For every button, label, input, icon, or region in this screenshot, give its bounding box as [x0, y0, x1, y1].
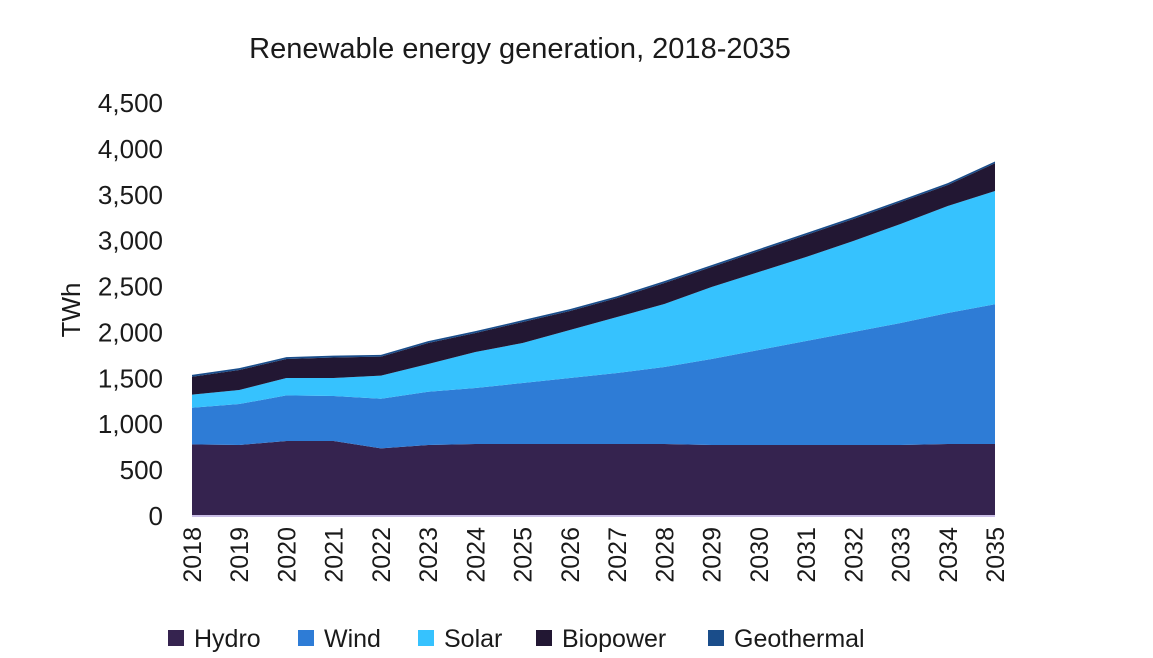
x-tick-label: 2021 [321, 527, 349, 583]
x-tick-label: 2024 [462, 527, 490, 583]
x-tick-label: 2023 [415, 527, 443, 583]
y-tick-label: 500 [120, 455, 163, 485]
x-tick-label: 2025 [510, 527, 538, 583]
x-tick-label: 2032 [840, 527, 868, 583]
chart-title: Renewable energy generation, 2018-2035 [249, 33, 791, 65]
x-tick-label: 2033 [888, 527, 916, 583]
legend-swatch [298, 630, 314, 646]
y-tick-label: 4,500 [98, 88, 163, 118]
series-areas [192, 161, 995, 515]
area-biopower [192, 163, 995, 395]
y-tick-label: 2,500 [98, 272, 163, 302]
y-tick-label: 3,000 [98, 226, 163, 256]
legend-swatch [536, 630, 552, 646]
y-axis-label: TWh [56, 283, 86, 338]
legend-item-hydro: Hydro [168, 625, 261, 653]
y-tick-label: 0 [149, 501, 163, 531]
y-tick-label: 2,000 [98, 317, 163, 347]
legend-label: Solar [444, 625, 502, 653]
x-tick-label: 2031 [793, 527, 821, 583]
y-tick-label: 3,500 [98, 180, 163, 210]
legend-swatch [708, 630, 724, 646]
legend-item-biopower: Biopower [536, 625, 666, 653]
legend-item-geothermal: Geothermal [708, 625, 865, 653]
area-hydro [192, 441, 995, 515]
legend-swatch [168, 630, 184, 646]
legend: Hydro Wind Solar Biopower Geothermal [168, 625, 865, 653]
x-tick-label: 2026 [557, 527, 585, 583]
legend-item-wind: Wind [298, 625, 381, 653]
y-tick-labels: 0 500 1,000 1,500 2,000 2,500 3,000 3,500 4,000 4… [98, 88, 163, 531]
x-tick-label: 2034 [935, 527, 963, 583]
legend-label: Wind [324, 625, 381, 653]
x-tick-label: 2018 [179, 527, 207, 583]
area-solar [192, 191, 995, 408]
y-tick-label: 1,000 [98, 409, 163, 439]
x-tick-label: 2027 [604, 527, 632, 583]
legend-item-solar: Solar [418, 625, 502, 653]
legend-label: Biopower [562, 625, 666, 653]
y-tick-label: 4,000 [98, 134, 163, 164]
x-tick-label: 2028 [651, 527, 679, 583]
legend-label: Hydro [194, 625, 261, 653]
legend-swatch [418, 630, 434, 646]
area-wind [192, 304, 995, 449]
y-tick-label: 1,500 [98, 363, 163, 393]
x-tick-label: 2019 [226, 527, 254, 583]
x-tick-label: 2029 [699, 527, 727, 583]
x-tick-label: 2022 [368, 527, 396, 583]
x-tick-label: 2020 [273, 527, 301, 583]
x-tick-labels: 2018 2019 2020 2021 2022 2023 2024 2025 2026 2027… [179, 527, 1010, 583]
legend-label: Geothermal [734, 625, 865, 653]
x-tick-label: 2035 [982, 527, 1010, 583]
x-tick-label: 2030 [746, 527, 774, 583]
